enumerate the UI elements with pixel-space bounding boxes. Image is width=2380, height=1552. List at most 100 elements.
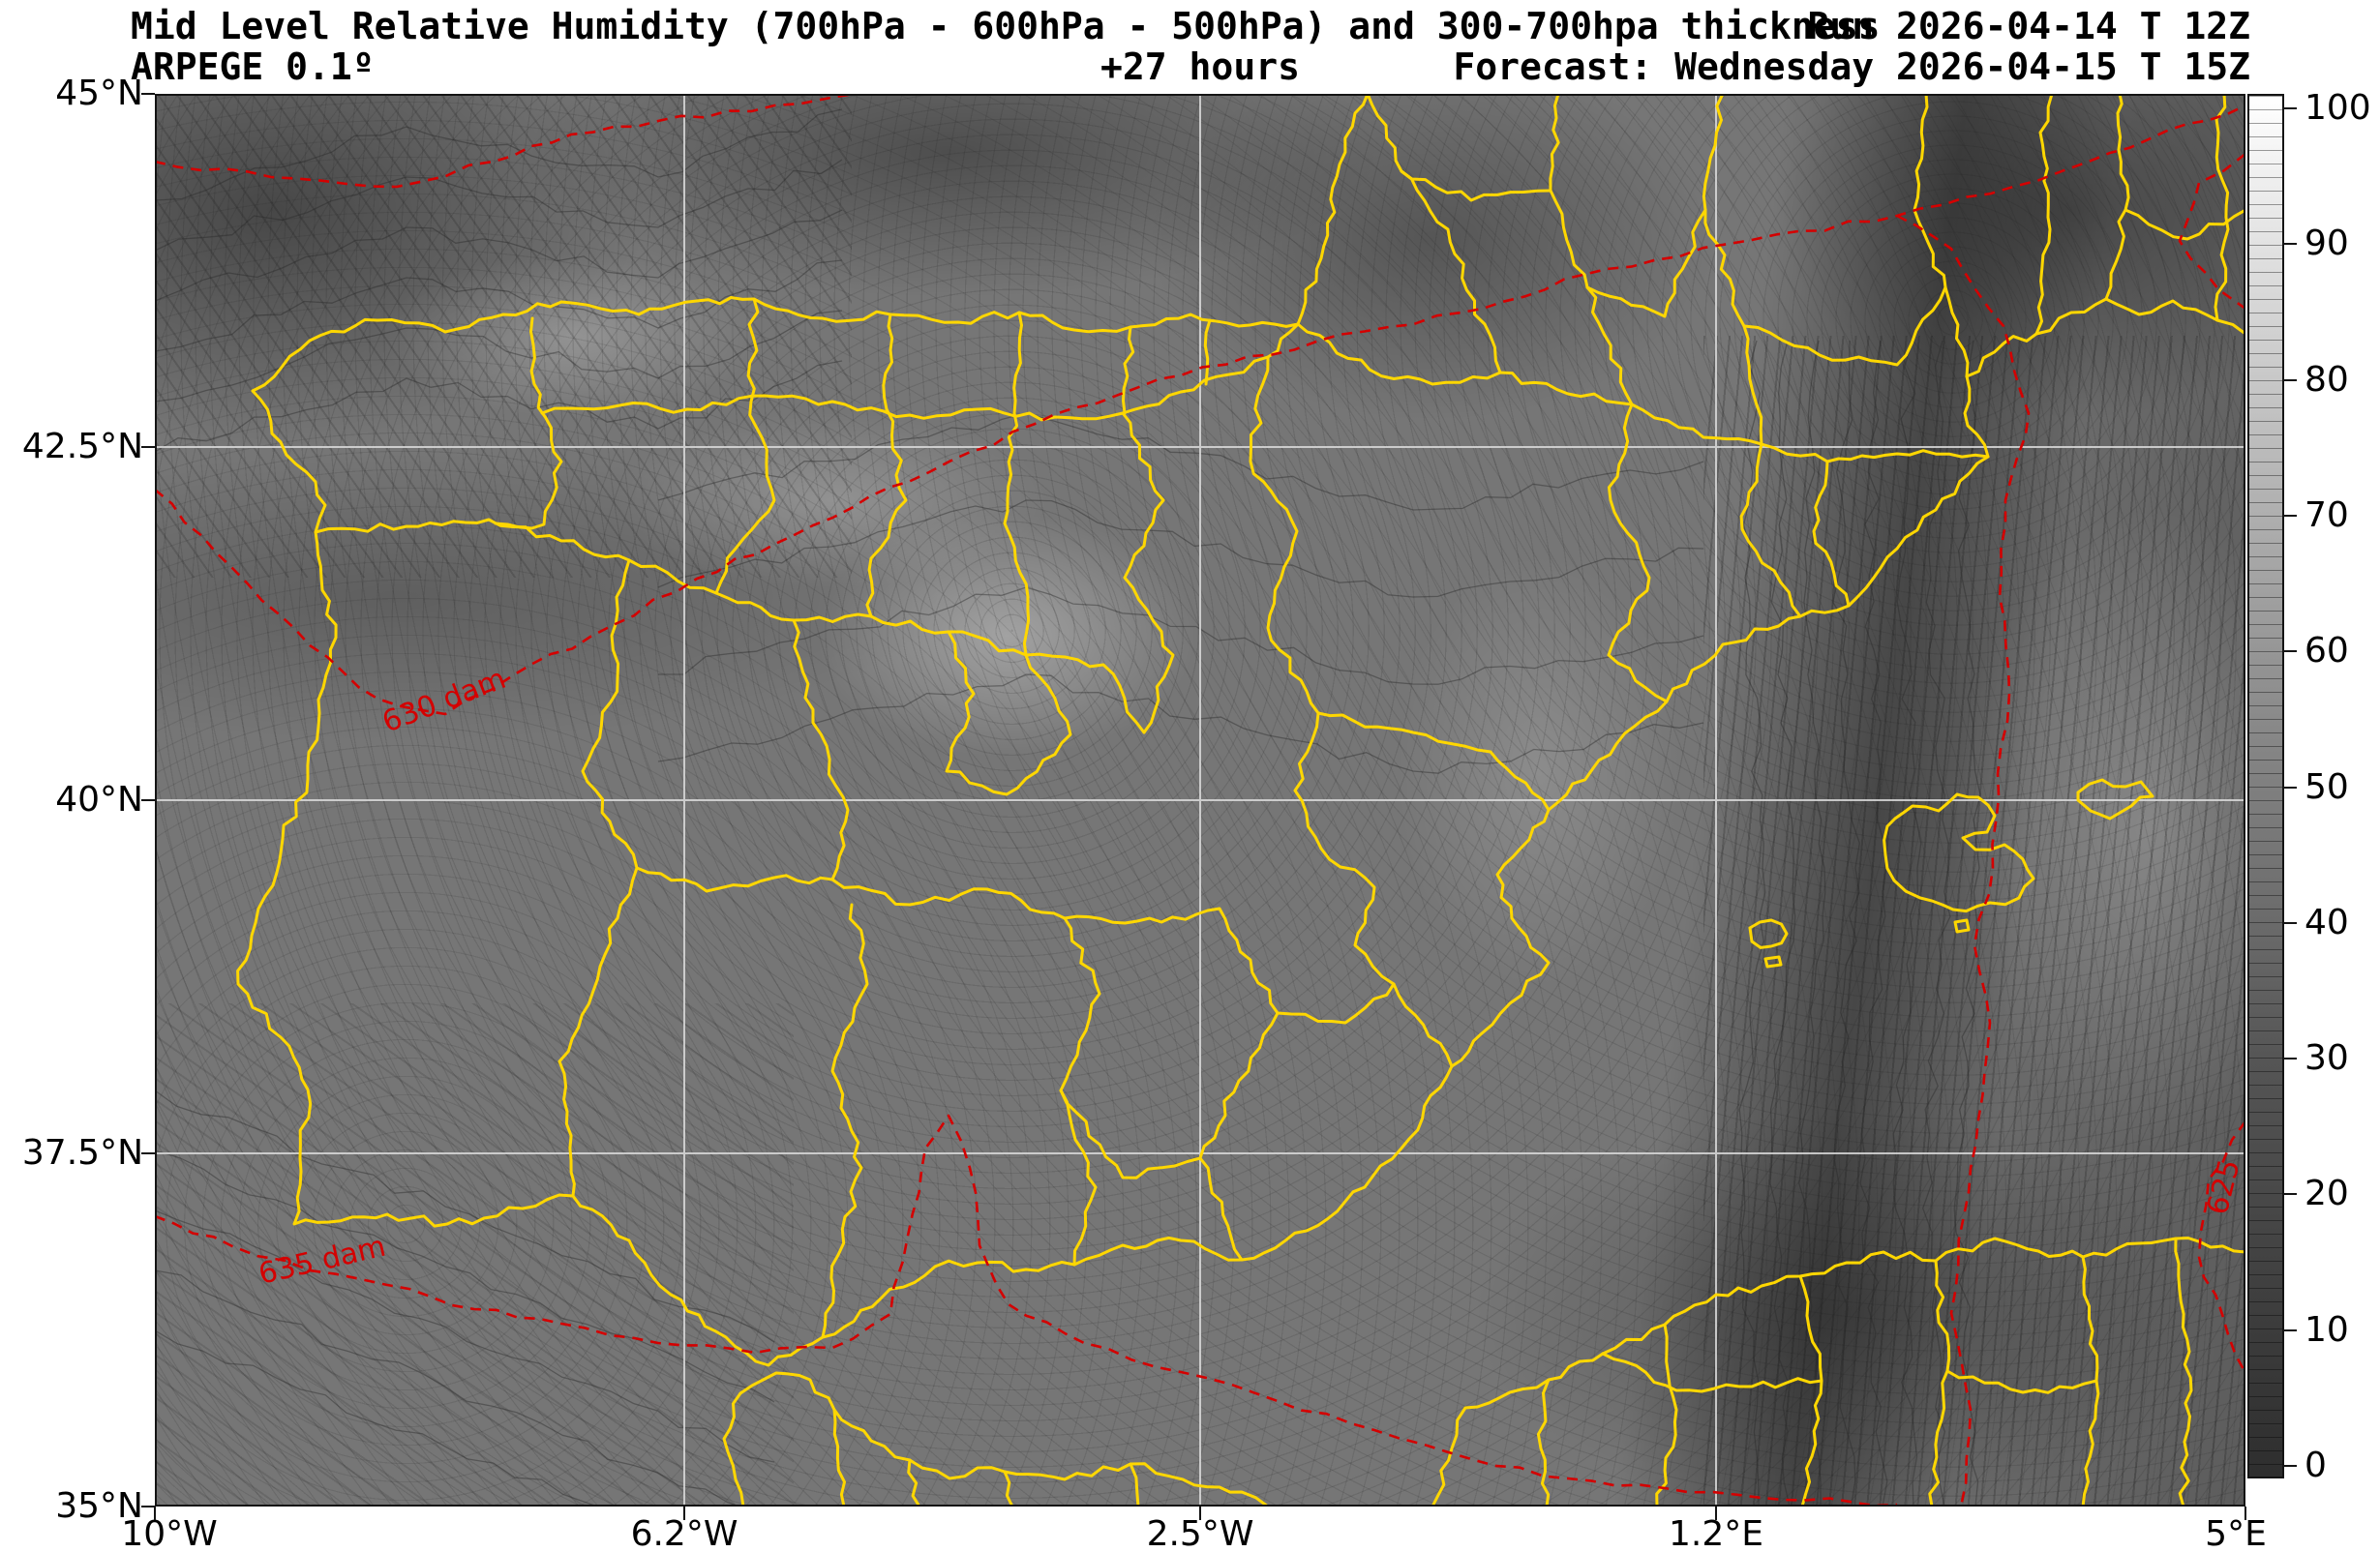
- admin-border: [1121, 411, 1175, 734]
- admin-border: [1655, 1323, 1678, 1507]
- thickness-contours-layer: [155, 94, 2245, 1507]
- admin-border: [1913, 94, 1970, 378]
- run-label: Run 2026-04-14 T 12Z: [1807, 5, 2250, 47]
- ytick-35N: 35°N: [55, 1486, 143, 1526]
- contour-label-625: 625: [2201, 1156, 2245, 1218]
- humidity-contour-line: [1859, 340, 1888, 1507]
- admin-border: [2034, 94, 2054, 336]
- admin-border: [1607, 403, 1669, 703]
- colorbar-tickmark: [2284, 1193, 2297, 1196]
- admin-border: [1945, 1369, 2098, 1394]
- humidity-contour-lines-layer: [155, 108, 1981, 1507]
- humidity-contour-line: [1892, 340, 1922, 1507]
- admin-border: [792, 618, 850, 881]
- admin-border: [1748, 918, 1789, 949]
- country-borders-layer: [236, 94, 2245, 1507]
- humidity-contour-line: [155, 259, 843, 352]
- x-axis-tickmark: [154, 1507, 156, 1520]
- ytick-45N: 45°N: [55, 74, 143, 113]
- admin-border: [945, 630, 1072, 796]
- y-axis-tickmark: [141, 446, 155, 448]
- humidity-contour-line: [155, 1149, 775, 1403]
- ytick-37-5N: 37.5°N: [21, 1133, 143, 1173]
- humidity-contour-line: [155, 1269, 742, 1507]
- admin-border: [1702, 94, 1763, 446]
- admin-border: [1739, 442, 1802, 618]
- humidity-contour-line: [658, 586, 1704, 685]
- admin-border: [882, 313, 894, 411]
- admin-border: [1963, 297, 2245, 459]
- colorbar-tick-label: 90: [2305, 224, 2349, 264]
- admin-border: [1296, 322, 1990, 463]
- humidity-contour-line: [155, 1089, 775, 1343]
- map-plot-area: 630 dam 635 dam 625: [155, 94, 2245, 1507]
- x-axis-tickmark: [1199, 1507, 1201, 1520]
- admin-border: [1003, 411, 1031, 657]
- colorbar-tickmark: [2284, 107, 2297, 109]
- lead-time-label: +27 hours: [1100, 45, 1300, 88]
- humidity-contour-line: [155, 360, 843, 453]
- humidity-contour-line: [1798, 340, 1826, 1507]
- admin-border: [1928, 1259, 1951, 1507]
- admin-border: [1366, 94, 1502, 374]
- thickness-contour: [1896, 214, 2031, 1507]
- colorbar-tickmark: [2284, 243, 2297, 246]
- admin-border: [1129, 1462, 1140, 1507]
- y-axis-tickmark: [141, 799, 155, 801]
- humidity-contour-line: [155, 310, 843, 403]
- admin-border: [1203, 318, 1212, 386]
- colorbar-tick-label: 20: [2305, 1174, 2349, 1214]
- colorbar-tick-label: 10: [2305, 1309, 2349, 1350]
- admin-border: [1601, 1352, 1823, 1393]
- admin-border: [746, 297, 760, 403]
- graticule-layer: [155, 94, 2245, 1507]
- colorbar-tickmark: [2284, 1328, 2297, 1331]
- admin-border: [1812, 460, 1851, 608]
- admin-border: [865, 407, 908, 618]
- admin-border: [907, 1458, 921, 1507]
- admin-border: [1122, 325, 1135, 415]
- colorbar-tickmark: [2284, 1465, 2297, 1467]
- colorbar-tick-label: 80: [2305, 359, 2349, 400]
- admin-border: [1585, 208, 1707, 318]
- thickness-contour: [155, 94, 855, 189]
- admin-border: [821, 903, 869, 1339]
- colorbar-tickmark: [2284, 1058, 2297, 1060]
- admin-border: [1059, 916, 1101, 1267]
- admin-border: [1003, 1470, 1014, 1507]
- admin-border: [1549, 94, 1634, 406]
- admin-border: [1400, 169, 1552, 202]
- colorbar-tick-label: 30: [2305, 1038, 2349, 1079]
- admin-border: [1883, 792, 2035, 913]
- humidity-contour-line: [1832, 340, 1860, 1507]
- colorbar-tickmark: [2284, 378, 2297, 381]
- admin-border: [2076, 778, 2154, 821]
- admin-border: [738, 1371, 1270, 1507]
- admin-border: [1536, 1378, 1551, 1507]
- admin-border: [1763, 955, 1783, 969]
- admin-border: [1198, 1011, 1280, 1262]
- colorbar-tick-label: 50: [2305, 766, 2349, 807]
- admin-border: [1319, 847, 1396, 986]
- xtick-6-2W: 6.2°W: [630, 1514, 738, 1552]
- humidity-contour-line: [1953, 340, 1981, 1507]
- admin-border: [832, 1408, 846, 1507]
- xtick-2-5W: 2.5°W: [1146, 1514, 1254, 1552]
- admin-border: [314, 518, 639, 1198]
- colorbar-tick-label: 100: [2305, 88, 2371, 128]
- admin-border: [1798, 1274, 1823, 1507]
- colorbar-tickmark: [2284, 921, 2297, 924]
- admin-border: [2124, 208, 2245, 241]
- colorbar-tickmark: [2284, 514, 2297, 517]
- admin-border: [1742, 285, 1947, 367]
- humidity-contour-line: [155, 159, 843, 252]
- admin-border: [722, 1391, 745, 1507]
- y-axis-tickmark: [141, 1506, 155, 1507]
- admin-border: [540, 322, 1300, 422]
- admin-border: [251, 296, 1300, 393]
- admin-border: [1953, 918, 1971, 934]
- x-axis-tickmark: [1715, 1507, 1717, 1520]
- admin-border: [494, 316, 563, 530]
